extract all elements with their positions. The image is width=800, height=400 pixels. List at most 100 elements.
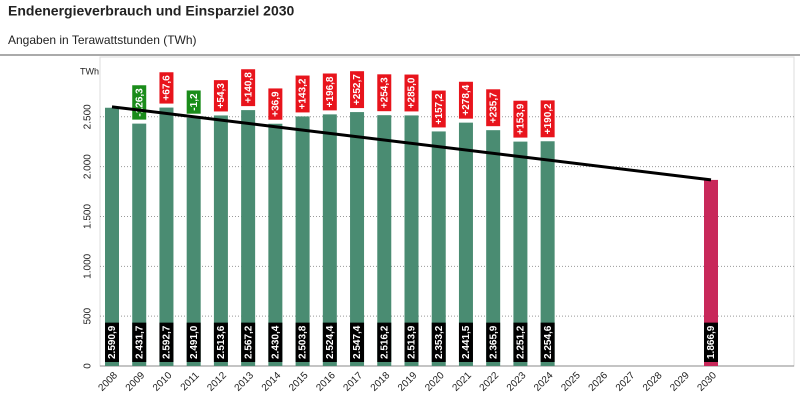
delta-label: +54,3 [213, 80, 228, 112]
bar [213, 115, 228, 366]
bar [241, 110, 256, 367]
delta-label-box [268, 88, 283, 120]
delta-label-text: -1,2 [189, 93, 200, 111]
delta-label-text: +285,0 [407, 77, 418, 108]
value-label-box [704, 322, 718, 362]
bar [513, 141, 528, 366]
x-tick-label: 2018 [369, 370, 393, 394]
x-tick-label: 2013 [233, 370, 257, 394]
value-label-text: 2.524,4 [325, 325, 336, 359]
bar [105, 107, 119, 366]
value-label-text: 2.251,2 [516, 325, 527, 359]
delta-label-box [377, 74, 392, 112]
value-label: 2.503,8 [295, 322, 310, 362]
x-tick-label: 2029 [668, 370, 692, 394]
bar [704, 179, 718, 366]
value-label-text: 2.491,0 [189, 325, 200, 359]
value-label-box [159, 322, 174, 362]
x-tick-label: 2010 [151, 370, 175, 394]
value-label: 2.516,2 [377, 322, 392, 362]
value-label: 2.547,4 [350, 322, 365, 362]
delta-label-text: +190,2 [543, 103, 554, 134]
delta-label-text: +54,3 [216, 83, 227, 109]
delta-label-box [295, 75, 310, 113]
delta-label-text: +235,7 [488, 92, 499, 123]
delta-label-text: -126,3 [134, 88, 145, 117]
x-tick-label: 2017 [342, 370, 366, 394]
x-tick-label: 2025 [559, 370, 583, 394]
value-label-box [513, 322, 528, 362]
x-tick-label: 2019 [396, 370, 420, 394]
delta-label-box [186, 90, 201, 114]
y-tick-label: 0 [83, 363, 94, 369]
delta-label: +143,2 [295, 75, 310, 113]
bar [159, 107, 174, 367]
delta-label-text: +143,2 [298, 78, 309, 109]
x-tick-label: 2014 [260, 370, 284, 394]
value-label: 2.254,6 [540, 322, 555, 362]
value-label-text: 2.254,6 [543, 325, 554, 359]
delta-label-text: +140,8 [243, 72, 254, 103]
value-label: 2.430,4 [268, 322, 283, 362]
bar [186, 117, 201, 366]
delta-label-box [322, 73, 337, 111]
chart-title: Endenergieverbrauch und Einsparziel 2030 [8, 3, 295, 19]
bar [295, 116, 310, 367]
bar [322, 114, 337, 366]
value-label-box [268, 322, 283, 362]
value-label: 2.431,7 [132, 322, 147, 362]
value-label-box [132, 322, 147, 362]
value-label: 2.513,9 [404, 322, 419, 362]
value-label: 2.513,6 [213, 322, 228, 362]
value-label-text: 2.503,8 [298, 325, 309, 359]
value-label-box [186, 322, 201, 362]
value-label-text: 2.430,4 [271, 325, 282, 359]
delta-label-box [513, 100, 528, 138]
bar [404, 115, 419, 367]
delta-label: +153,9 [513, 100, 528, 138]
bar [431, 131, 446, 366]
value-label-text: 2.590,9 [107, 325, 118, 359]
value-label-box [105, 322, 119, 362]
value-label-box [540, 322, 555, 362]
delta-label-box [486, 89, 501, 127]
delta-label: +196,8 [322, 73, 337, 111]
delta-label: +278,4 [458, 81, 473, 119]
delta-label-text: +196,8 [325, 76, 336, 107]
x-tick-label: 2009 [124, 370, 148, 394]
value-label: 2.353,2 [431, 322, 446, 362]
delta-label: +140,8 [241, 69, 256, 107]
bar [350, 112, 365, 366]
value-label-text: 2.567,2 [243, 325, 254, 359]
value-label-box [295, 322, 310, 362]
x-tick-label: 2008 [96, 370, 120, 394]
x-tick-label: 2024 [532, 370, 556, 394]
value-label: 2.567,2 [241, 322, 256, 362]
value-label-box [431, 322, 446, 362]
delta-label-box [350, 71, 365, 109]
delta-label-box [540, 100, 555, 138]
delta-label-box [404, 74, 419, 112]
bar [268, 123, 283, 366]
delta-label: +190,2 [540, 100, 555, 138]
value-label: 2.251,2 [513, 322, 528, 362]
plot-frame [99, 56, 795, 367]
y-unit: TWh [80, 66, 99, 76]
value-label-text: 2.513,6 [216, 325, 227, 359]
delta-label: -126,3 [132, 85, 147, 120]
value-label-box [377, 322, 392, 362]
delta-label: +157,2 [431, 90, 446, 128]
delta-label-box [241, 69, 256, 107]
value-label-box [241, 322, 256, 362]
value-label: 2.491,0 [186, 322, 201, 362]
value-label: 2.365,9 [486, 322, 501, 362]
x-tick-label: 2030 [695, 370, 719, 394]
delta-label-text: +254,3 [379, 77, 390, 108]
delta-label: +235,7 [486, 89, 501, 127]
y-tick-label: 1.500 [83, 204, 94, 229]
value-label-box [213, 322, 228, 362]
chart-subtitle: Angaben in Terawattstunden (TWh) [8, 33, 197, 47]
value-label: 2.590,9 [105, 322, 119, 362]
value-label-text: 2.365,9 [488, 325, 499, 359]
